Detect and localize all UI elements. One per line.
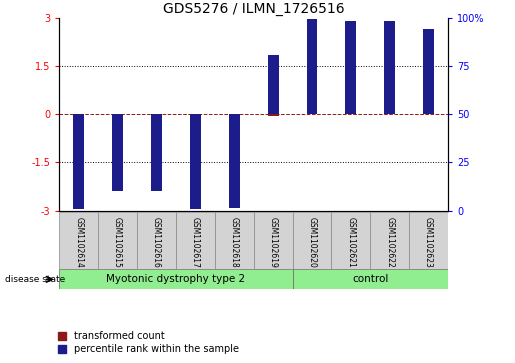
Text: GSM1102619: GSM1102619 bbox=[269, 217, 278, 268]
Bar bbox=[59, 212, 98, 269]
Bar bbox=[384, 21, 395, 114]
Bar bbox=[332, 212, 370, 269]
Bar bbox=[306, 101, 317, 114]
Text: GSM1102617: GSM1102617 bbox=[191, 217, 200, 268]
Bar bbox=[151, 114, 162, 191]
Bar bbox=[176, 212, 215, 269]
Legend: transformed count, percentile rank within the sample: transformed count, percentile rank withi… bbox=[54, 327, 243, 358]
Bar bbox=[409, 212, 448, 269]
Bar bbox=[346, 21, 356, 114]
Bar bbox=[137, 212, 176, 269]
Bar bbox=[215, 212, 253, 269]
Bar bbox=[268, 55, 279, 114]
Bar bbox=[59, 269, 293, 289]
Text: disease state: disease state bbox=[5, 275, 65, 284]
Text: Myotonic dystrophy type 2: Myotonic dystrophy type 2 bbox=[106, 274, 246, 284]
Bar bbox=[346, 109, 356, 114]
Bar bbox=[190, 114, 201, 209]
Text: GSM1102618: GSM1102618 bbox=[230, 217, 238, 268]
Bar bbox=[73, 114, 84, 118]
Bar bbox=[253, 212, 293, 269]
Bar bbox=[190, 114, 201, 123]
Text: control: control bbox=[352, 274, 388, 284]
Text: GSM1102622: GSM1102622 bbox=[385, 217, 394, 268]
Bar bbox=[73, 114, 84, 209]
Bar bbox=[151, 114, 162, 116]
Text: GSM1102620: GSM1102620 bbox=[307, 217, 316, 268]
Bar bbox=[306, 19, 317, 114]
Text: GSM1102614: GSM1102614 bbox=[74, 217, 83, 268]
Text: GSM1102615: GSM1102615 bbox=[113, 217, 122, 268]
Bar bbox=[423, 29, 434, 114]
Bar bbox=[268, 114, 279, 116]
Bar bbox=[229, 114, 239, 208]
Bar bbox=[112, 114, 123, 116]
Text: GSM1102623: GSM1102623 bbox=[424, 217, 433, 268]
Bar bbox=[112, 114, 123, 191]
Text: GSM1102621: GSM1102621 bbox=[347, 217, 355, 268]
Text: GSM1102616: GSM1102616 bbox=[152, 217, 161, 268]
Bar bbox=[229, 114, 239, 126]
Bar bbox=[423, 112, 434, 114]
Bar bbox=[98, 212, 137, 269]
Title: GDS5276 / ILMN_1726516: GDS5276 / ILMN_1726516 bbox=[163, 2, 345, 16]
Bar bbox=[293, 212, 332, 269]
Bar bbox=[370, 212, 409, 269]
Bar bbox=[384, 110, 395, 114]
Bar bbox=[293, 269, 448, 289]
